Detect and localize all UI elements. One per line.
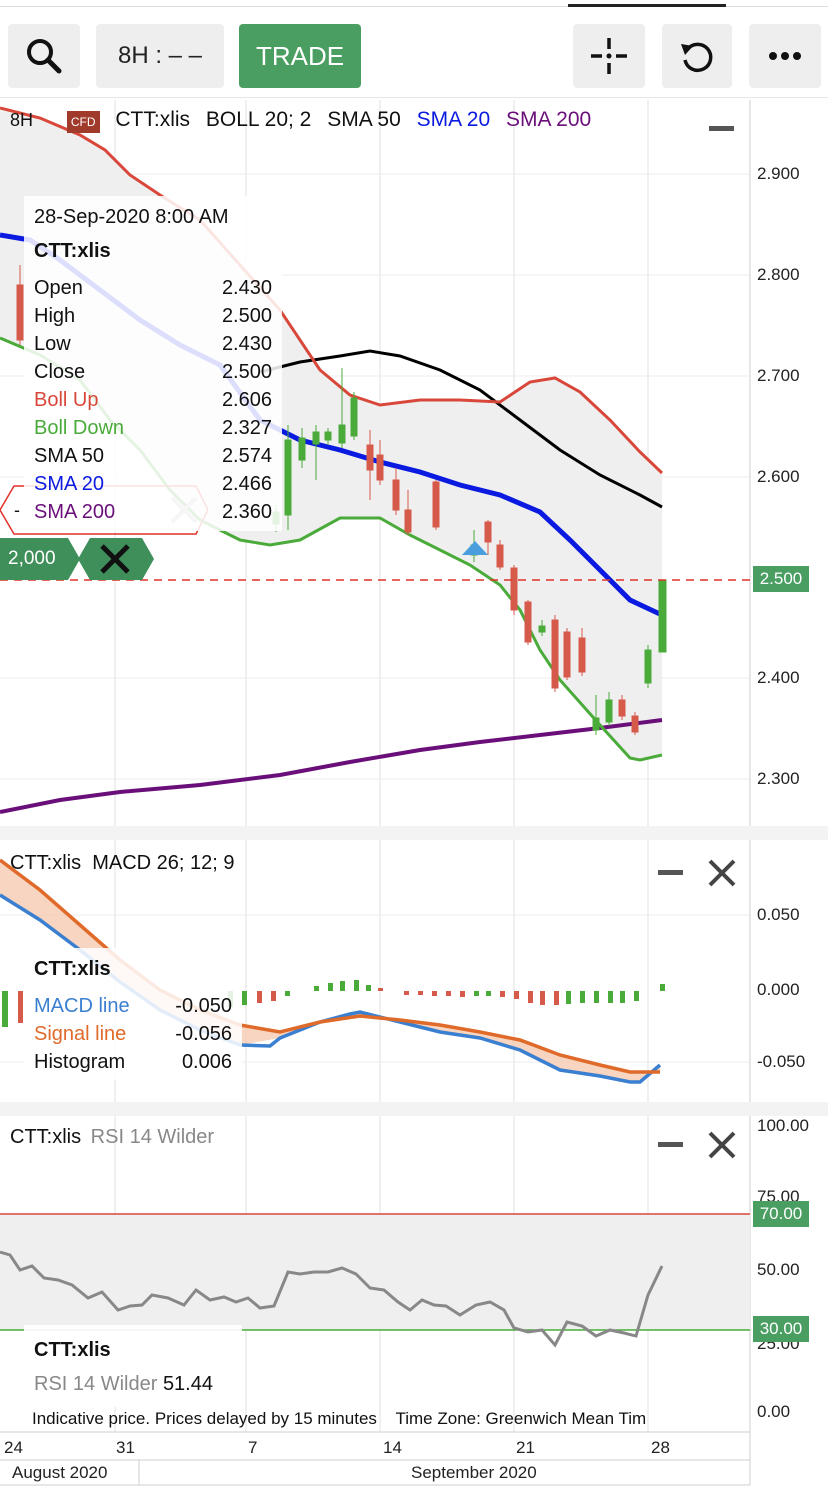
- macd-y-tick-pos: 0.050: [757, 905, 800, 924]
- macd-tooltip-symbol: CTT:xlis: [34, 958, 111, 980]
- macd-minimize-button[interactable]: [658, 870, 683, 875]
- close-x-icon: [100, 544, 130, 574]
- rsi-close-button[interactable]: [707, 1130, 737, 1160]
- vertical-gridlines: [114, 100, 649, 1432]
- order-qty-tag[interactable]: 2,000: [0, 538, 80, 580]
- symbol-label[interactable]: CTT:xlis: [115, 108, 191, 131]
- tooltip-row-low: Low 2.430: [34, 333, 272, 355]
- tooltip-date: 28-Sep-2020 8:00 AM: [34, 206, 229, 228]
- macd-tooltip: CTT:xlis MACD line -0.050 Signal line -0.0…: [24, 948, 242, 1080]
- sma200-label[interactable]: SMA 200: [505, 108, 592, 131]
- toolbar-active-indicator: [568, 4, 726, 7]
- rsi-band-fill: [0, 1214, 750, 1330]
- order-price-text: -: [14, 500, 20, 520]
- tooltip-row-boll-down: Boll Down 2.327: [34, 417, 272, 439]
- rsi-tooltip-symbol: CTT:xlis: [34, 1339, 111, 1361]
- x-tick-24: 24: [4, 1438, 23, 1457]
- rsi-symbol-label: CTT:xlis: [10, 1126, 82, 1148]
- macd-tooltip-row-histogram: Histogram 0.006: [34, 1051, 232, 1073]
- rsi-indicator-label: RSI 14 Wilder: [90, 1126, 215, 1148]
- macd-y-tick-zero: 0.000: [757, 980, 800, 999]
- main-chart-legend: 8H CFD CTT:xlis BOLL 20; 2 SMA 50 SMA 20…: [10, 108, 601, 133]
- toolbar-divider: [0, 97, 828, 98]
- y-tick-2800: 2.800: [757, 265, 800, 284]
- trade-label: TRADE: [255, 40, 345, 71]
- month-label-september: September 2020: [411, 1463, 537, 1482]
- current-price-tag: 2.500: [753, 566, 809, 592]
- crosshair-icon: [591, 38, 627, 74]
- search-icon: [27, 39, 62, 74]
- y-tick-2400: 2.400: [757, 668, 800, 687]
- crosshair-button[interactable]: [573, 24, 645, 88]
- macd-tooltip-row-signal: Signal line -0.056: [34, 1023, 232, 1045]
- month-label-august: August 2020: [12, 1463, 108, 1482]
- rsi-tooltip: CTT:xlis RSI 14 Wilder 51.44: [24, 1325, 242, 1407]
- y-tick-2900: 2.900: [757, 164, 800, 183]
- macd-close-button[interactable]: [707, 858, 737, 888]
- tooltip-row-open: Open 2.430: [34, 277, 272, 299]
- tooltip-row-high: High 2.500: [34, 305, 272, 327]
- x-tick-21: 21: [516, 1438, 535, 1457]
- tooltip-row-sma20: SMA 20 2.466: [34, 473, 272, 495]
- main-panel-divider: [0, 826, 828, 840]
- ohlc-tooltip: 28-Sep-2020 8:00 AM CTT:xlis Open 2.430 H…: [24, 196, 282, 531]
- toolbar-top-border: [0, 6, 828, 7]
- macd-tooltip-row-macd: MACD line -0.050: [34, 995, 232, 1017]
- sma20-label[interactable]: SMA 20: [416, 108, 491, 131]
- close-icon: [708, 859, 736, 887]
- macd-y-tick-neg: -0.050: [757, 1052, 806, 1071]
- order-close-tag[interactable]: [78, 538, 154, 580]
- tooltip-row-sma50: SMA 50 2.574: [34, 445, 272, 467]
- main-panel-minimize-button[interactable]: [709, 126, 734, 131]
- rsi-tooltip-row: RSI 14 Wilder 51.44: [34, 1373, 213, 1395]
- search-button[interactable]: [8, 24, 80, 88]
- y-tick-2700: 2.700: [757, 366, 800, 385]
- cfd-badge: CFD: [66, 111, 100, 133]
- rsi-upper-tag: 70.00: [753, 1201, 809, 1227]
- candlesticks: [16, 265, 667, 735]
- boll-label[interactable]: BOLL 20; 2: [205, 108, 312, 131]
- bollinger-upper-line: [0, 106, 664, 475]
- delayed-price-notice: Indicative price. Prices delayed by 15 m…: [32, 1409, 647, 1428]
- rsi-y-tick-50: 50.00: [757, 1260, 800, 1279]
- x-tick-31: 31: [116, 1438, 135, 1457]
- rsi-y-tick-100: 100.00: [757, 1116, 809, 1135]
- rsi-y-tick-0: 0.00: [757, 1402, 791, 1421]
- tooltip-row-boll-up: Boll Up 2.606: [34, 389, 272, 411]
- sma200-line: [0, 718, 663, 814]
- x-tick-7: 7: [248, 1438, 258, 1457]
- rsi-line: [0, 1250, 664, 1348]
- top-toolbar: 8H : – – TRADE: [0, 0, 828, 98]
- more-dots-icon: [769, 52, 801, 60]
- x-tick-14: 14: [383, 1438, 402, 1457]
- close-icon: [708, 1131, 736, 1159]
- macd-panel-title: CTT:xlis MACD 26; 12; 9: [10, 852, 235, 874]
- signal-up-marker: [462, 541, 488, 555]
- tooltip-row-close: Close 2.500: [34, 361, 272, 383]
- reset-button[interactable]: [662, 24, 732, 88]
- rsi-minimize-button[interactable]: [658, 1142, 683, 1147]
- rsi-panel-title: CTT:xlis RSI 14 Wilder: [10, 1126, 214, 1149]
- sma50-label[interactable]: SMA 50: [327, 108, 401, 131]
- x-tick-28: 28: [651, 1438, 670, 1457]
- macd-panel-divider: [0, 1102, 828, 1116]
- interval-label: 8H: [10, 110, 34, 130]
- timeframe-selector[interactable]: 8H : – –: [96, 24, 224, 88]
- refresh-icon: [681, 42, 713, 73]
- order-qty-text: 2,000: [8, 548, 56, 569]
- trade-button[interactable]: TRADE: [239, 24, 361, 88]
- tooltip-row-sma200: SMA 200 2.360: [34, 501, 272, 523]
- tooltip-symbol: CTT:xlis: [34, 240, 111, 262]
- sma50-line: [259, 349, 663, 509]
- rsi-lower-tag: 30.00: [753, 1316, 809, 1342]
- timeframe-label: 8H : – –: [117, 42, 203, 69]
- y-tick-2600: 2.600: [757, 467, 800, 486]
- y-tick-2300: 2.300: [757, 769, 800, 788]
- more-button[interactable]: [749, 24, 821, 88]
